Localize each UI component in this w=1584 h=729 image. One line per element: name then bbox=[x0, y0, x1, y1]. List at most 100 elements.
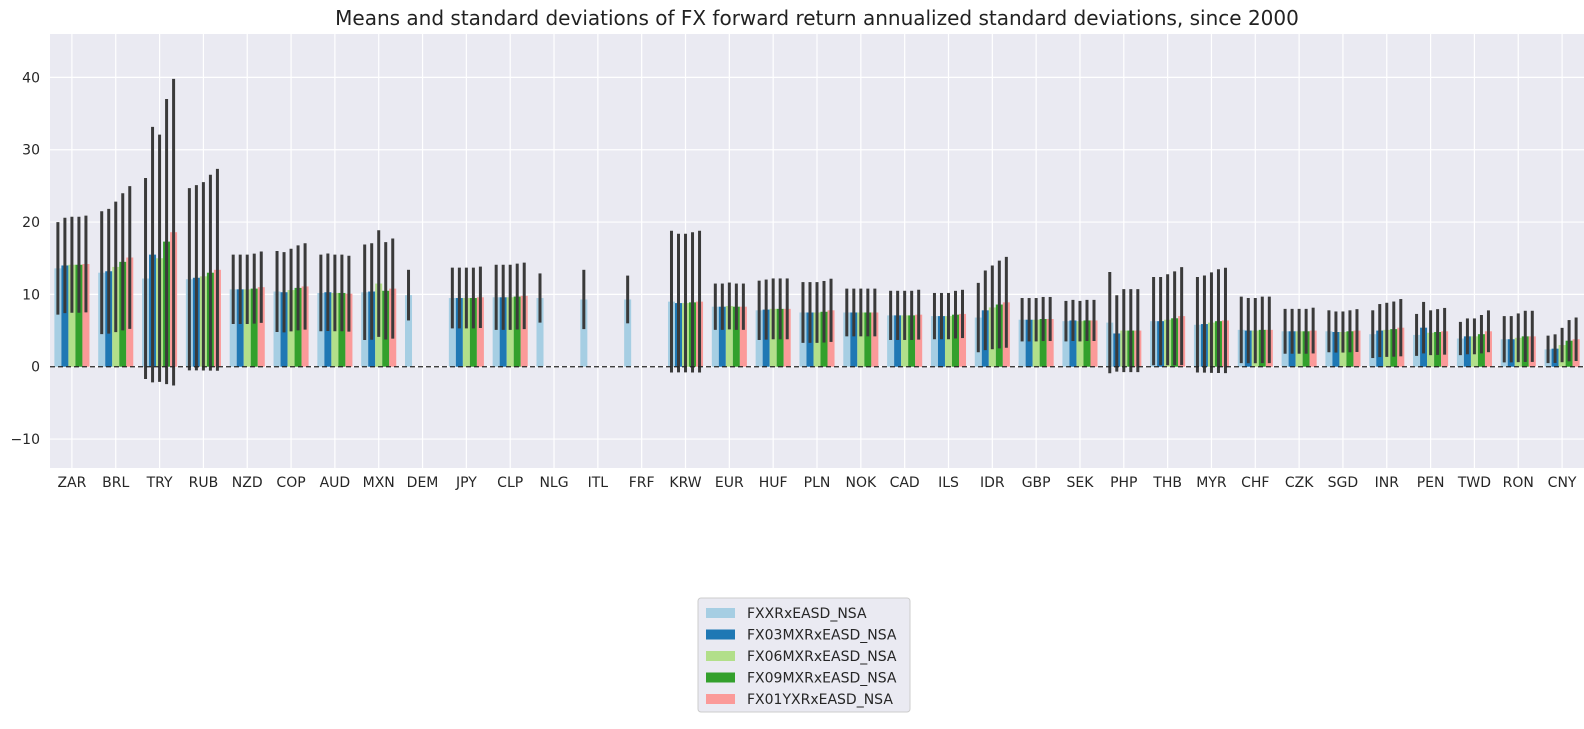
x-axis: ZAR BRL TRY RUB NZD COP AUD MXN DEM JPY CLP NLG ITL F… bbox=[57, 475, 1576, 491]
x-tick-label: SEK bbox=[1067, 475, 1095, 491]
x-tick-label: COP bbox=[276, 475, 305, 491]
legend-swatch bbox=[706, 629, 735, 640]
x-tick-label: TWD bbox=[1457, 475, 1491, 491]
bar bbox=[499, 297, 507, 367]
bar bbox=[61, 265, 69, 367]
bar bbox=[718, 306, 726, 367]
legend-label: FXXRxEASD_NSA bbox=[747, 606, 867, 622]
bar bbox=[1069, 320, 1077, 367]
x-tick-label: ITL bbox=[588, 475, 609, 491]
bar bbox=[476, 297, 484, 367]
x-tick-label: KRW bbox=[669, 475, 701, 491]
bar bbox=[580, 299, 588, 367]
legend-box bbox=[697, 597, 911, 713]
x-tick-label: DEM bbox=[407, 475, 439, 491]
x-tick-label: PLN bbox=[804, 475, 831, 491]
bar bbox=[520, 295, 528, 367]
bar bbox=[492, 297, 500, 367]
x-tick-label: PHP bbox=[1110, 475, 1137, 491]
bar bbox=[739, 306, 747, 367]
legend-label: FX03MXRxEASD_NSA bbox=[747, 628, 897, 644]
legend-label: FX01YXRxEASD_NSA bbox=[747, 692, 893, 708]
bar bbox=[455, 298, 463, 367]
x-tick-label: RUB bbox=[189, 475, 219, 491]
bar bbox=[236, 289, 244, 367]
bar bbox=[908, 315, 916, 367]
bar bbox=[68, 264, 76, 367]
bar bbox=[469, 298, 477, 367]
x-tick-label: MXN bbox=[363, 475, 395, 491]
x-tick-label: CAD bbox=[890, 475, 920, 491]
y-tick-label: 40 bbox=[22, 70, 40, 86]
x-tick-label: HUF bbox=[759, 475, 788, 491]
bar bbox=[1090, 320, 1098, 367]
bar bbox=[405, 295, 413, 367]
legend-label: FX06MXRxEASD_NSA bbox=[747, 649, 897, 665]
bar bbox=[506, 297, 514, 367]
bar bbox=[959, 313, 967, 367]
legend-label: FX09MXRxEASD_NSA bbox=[747, 671, 897, 687]
bar bbox=[1076, 321, 1084, 367]
bar bbox=[448, 298, 456, 367]
legend-swatch bbox=[706, 608, 735, 618]
x-tick-label: SGD bbox=[1328, 475, 1359, 491]
bar bbox=[462, 298, 470, 367]
bar bbox=[850, 312, 858, 367]
bar bbox=[894, 315, 902, 367]
bar bbox=[75, 264, 83, 367]
x-tick-label: THB bbox=[1152, 475, 1182, 491]
x-tick-label: CNY bbox=[1548, 475, 1577, 491]
y-tick-label: 10 bbox=[22, 287, 40, 303]
x-tick-label: TRY bbox=[146, 475, 173, 491]
bar bbox=[930, 316, 938, 367]
x-tick-label: IDR bbox=[980, 475, 1005, 491]
bar bbox=[871, 312, 879, 367]
bar bbox=[711, 306, 719, 367]
x-tick-label: AUD bbox=[320, 475, 351, 491]
x-tick-label: MYR bbox=[1196, 475, 1227, 491]
bar bbox=[725, 305, 733, 367]
x-tick-label: EUR bbox=[715, 475, 744, 491]
error-bars bbox=[56, 78, 1578, 386]
bar bbox=[229, 289, 237, 367]
x-tick-label: JPY bbox=[455, 475, 477, 491]
bar bbox=[536, 298, 544, 367]
x-tick-label: INR bbox=[1375, 475, 1400, 491]
legend: FXXRxEASD_NSA FX03MXRxEASD_NSA FX06MXRxEAS… bbox=[697, 597, 911, 713]
bar bbox=[951, 314, 960, 367]
y-tick-label: 30 bbox=[22, 143, 40, 159]
chart-title: Means and standard deviations of FX forw… bbox=[335, 6, 1299, 30]
x-tick-label: CLP bbox=[497, 475, 523, 491]
x-tick-label: NZD bbox=[232, 475, 263, 491]
y-tick-label: −10 bbox=[10, 432, 40, 448]
bar bbox=[864, 312, 872, 367]
y-tick-label: 0 bbox=[31, 360, 40, 376]
bar bbox=[1032, 319, 1040, 367]
bar bbox=[887, 315, 895, 367]
bar bbox=[1046, 318, 1054, 367]
x-tick-label: NOK bbox=[845, 475, 876, 491]
bar bbox=[901, 315, 909, 367]
bar bbox=[243, 289, 251, 367]
bar bbox=[1062, 321, 1070, 367]
bar bbox=[937, 316, 945, 367]
bar bbox=[250, 288, 258, 367]
legend-swatch bbox=[706, 694, 735, 704]
x-tick-label: GBP bbox=[1022, 475, 1051, 491]
x-tick-label: PEN bbox=[1417, 475, 1445, 491]
legend-swatch bbox=[706, 651, 735, 661]
bar bbox=[513, 296, 521, 367]
bar bbox=[944, 316, 952, 367]
x-tick-label: BRL bbox=[102, 475, 129, 491]
bar bbox=[843, 312, 851, 367]
bar bbox=[257, 287, 265, 367]
bar bbox=[1018, 319, 1026, 367]
y-tick-label: 20 bbox=[22, 215, 40, 231]
bar bbox=[1025, 319, 1033, 367]
x-tick-label: ILS bbox=[938, 475, 959, 491]
x-tick-label: RON bbox=[1503, 475, 1534, 491]
bar bbox=[54, 268, 62, 367]
bar bbox=[624, 299, 632, 367]
legend-swatch bbox=[706, 672, 735, 683]
